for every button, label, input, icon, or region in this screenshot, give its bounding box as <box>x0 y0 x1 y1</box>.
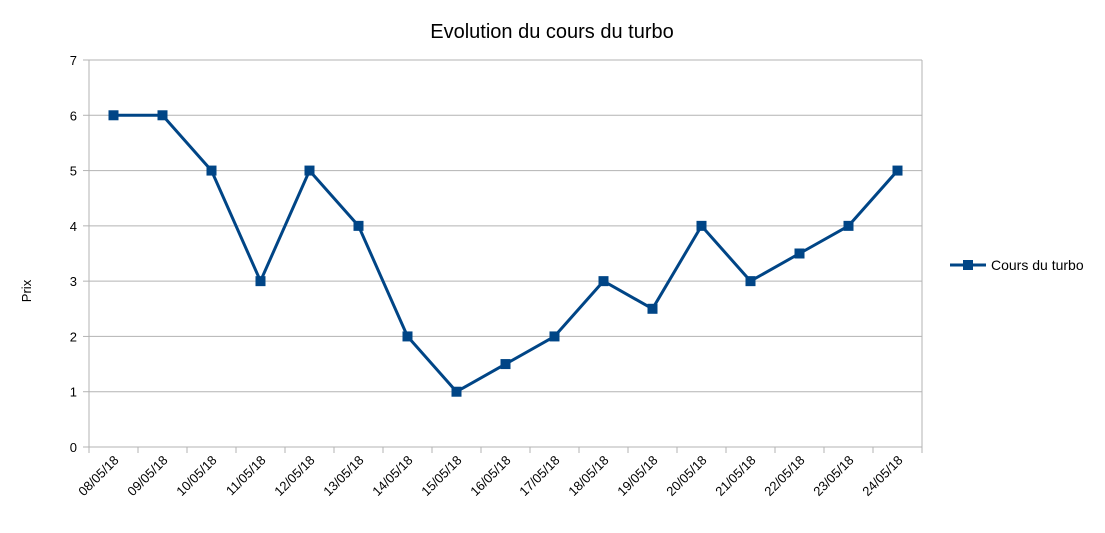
data-point-marker <box>647 303 658 314</box>
data-point-marker <box>843 220 854 231</box>
x-tick-label: 08/05/18 <box>75 453 121 499</box>
y-tick-label: 3 <box>70 274 77 289</box>
chart-title: Evolution du cours du turbo <box>430 21 674 43</box>
x-tick-label: 15/05/18 <box>418 453 464 499</box>
data-point-marker <box>304 165 315 176</box>
x-tick-label: 13/05/18 <box>320 453 366 499</box>
x-tick-label: 21/05/18 <box>712 453 758 499</box>
data-point-marker <box>108 110 119 121</box>
data-point-marker <box>745 276 756 287</box>
data-point-marker <box>549 331 560 342</box>
data-point-marker <box>451 386 462 397</box>
x-tick-label: 10/05/18 <box>173 453 219 499</box>
x-tick-label: 24/05/18 <box>859 453 905 499</box>
y-axis-title: Prix <box>19 279 34 302</box>
series-line <box>113 113 899 394</box>
y-tick-labels: 0 1 2 3 4 5 6 7 <box>70 53 77 455</box>
data-point-marker <box>353 220 364 231</box>
data-point-marker <box>500 359 511 370</box>
y-tick-label: 4 <box>70 219 77 234</box>
x-tick-label: 17/05/18 <box>516 453 562 499</box>
legend-square-marker <box>963 260 973 270</box>
y-tick-label: 7 <box>70 53 77 68</box>
y-tick-label: 6 <box>70 108 77 123</box>
axes <box>83 59 923 453</box>
data-point-marker <box>598 276 609 287</box>
data-point-marker <box>157 110 168 121</box>
data-point-marker <box>255 276 266 287</box>
data-point-marker <box>696 220 707 231</box>
x-tick-label: 18/05/18 <box>565 453 611 499</box>
x-tick-label: 16/05/18 <box>467 453 513 499</box>
y-tick-label: 0 <box>70 440 77 455</box>
gridlines <box>89 59 922 448</box>
series-layer <box>108 110 903 397</box>
x-tick-label: 14/05/18 <box>369 453 415 499</box>
x-tick-label: 09/05/18 <box>124 453 170 499</box>
x-tick-label: 19/05/18 <box>614 453 660 499</box>
y-tick-label: 5 <box>70 164 77 179</box>
x-tick-label: 11/05/18 <box>223 453 269 499</box>
x-tick-labels: 08/05/18 09/05/18 10/05/18 11/05/18 12/05/18… <box>75 453 905 499</box>
y-tick-label: 1 <box>70 385 77 400</box>
data-point-marker <box>892 165 903 176</box>
data-point-marker <box>794 248 805 259</box>
x-tick-label: 20/05/18 <box>663 453 709 499</box>
y-tick-label: 2 <box>70 329 77 344</box>
x-tick-label: 22/05/18 <box>761 453 807 499</box>
x-tick-label: 12/05/18 <box>271 453 317 499</box>
legend-label: Cours du turbo <box>991 257 1084 273</box>
legend: Cours du turbo <box>950 257 1084 273</box>
data-point-marker <box>402 331 413 342</box>
data-point-marker <box>206 165 217 176</box>
x-tick-label: 23/05/18 <box>810 453 856 499</box>
